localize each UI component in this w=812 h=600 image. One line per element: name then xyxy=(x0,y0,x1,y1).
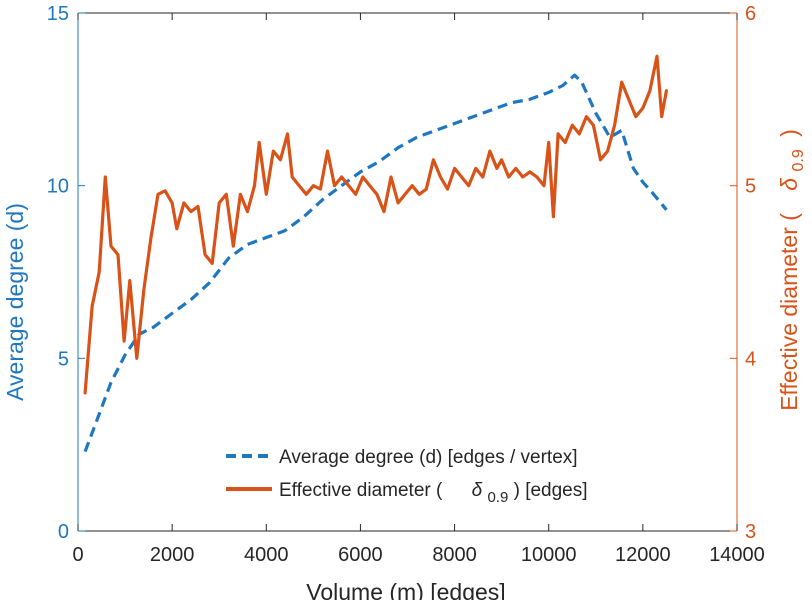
left-tick-label: 0 xyxy=(58,521,69,543)
legend-label-symbol: δ xyxy=(472,480,483,501)
legend-label-average-degree: Average degree (d) [edges / vertex] xyxy=(279,447,578,468)
x-tick-label: 8000 xyxy=(432,544,477,566)
right-axis-label-prefix: Effective diameter ( xyxy=(776,213,802,411)
right-axis-label: Effective diameter ( δ 0.9 ) xyxy=(776,129,808,411)
x-tick-label: 6000 xyxy=(338,544,383,566)
right-axis-label-symbol: δ xyxy=(776,178,802,191)
left-tick-label: 10 xyxy=(47,176,69,198)
x-tick-label: 10000 xyxy=(521,544,577,566)
x-axis-label: Volume (m) [edges] xyxy=(306,579,505,600)
x-tick-label: 2000 xyxy=(150,544,195,566)
x-tick-label: 0 xyxy=(72,544,83,566)
right-tick-label: 6 xyxy=(745,3,756,25)
left-tick-label: 15 xyxy=(47,3,69,25)
right-tick-label: 4 xyxy=(745,348,756,370)
series-line-average-degree xyxy=(83,73,668,453)
left-axis-label: Average degree (d) xyxy=(2,203,28,401)
x-tick-label: 12000 xyxy=(615,544,671,566)
right-axis-label-suffix: ) xyxy=(776,129,802,137)
x-tick-label: 14000 xyxy=(709,544,765,566)
left-tick-label: 5 xyxy=(58,348,69,370)
x-tick-label: 4000 xyxy=(244,544,289,566)
legend-label-subscript: 0.9 xyxy=(487,489,508,506)
right-axis-label-subscript: 0.9 xyxy=(790,149,807,171)
legend-label-effective-diameter: Effective diameter ( δ 0.9 ) [edges] xyxy=(279,480,588,507)
legend: Average degree (d) [edges / vertex] Effe… xyxy=(226,447,588,507)
legend-label-suffix: ) [edges] xyxy=(514,480,588,501)
series-line-effective-diameter xyxy=(83,54,668,395)
plot-frame xyxy=(77,12,738,532)
series-layer xyxy=(83,54,668,453)
axes-layer: 0 2000 4000 6000 8000 10000 12000 14000 0 5 10 15 3 4… xyxy=(47,3,765,566)
right-tick-label: 5 xyxy=(745,176,756,198)
right-tick-label: 3 xyxy=(745,521,756,543)
legend-label-prefix: Effective diameter ( xyxy=(279,480,443,501)
